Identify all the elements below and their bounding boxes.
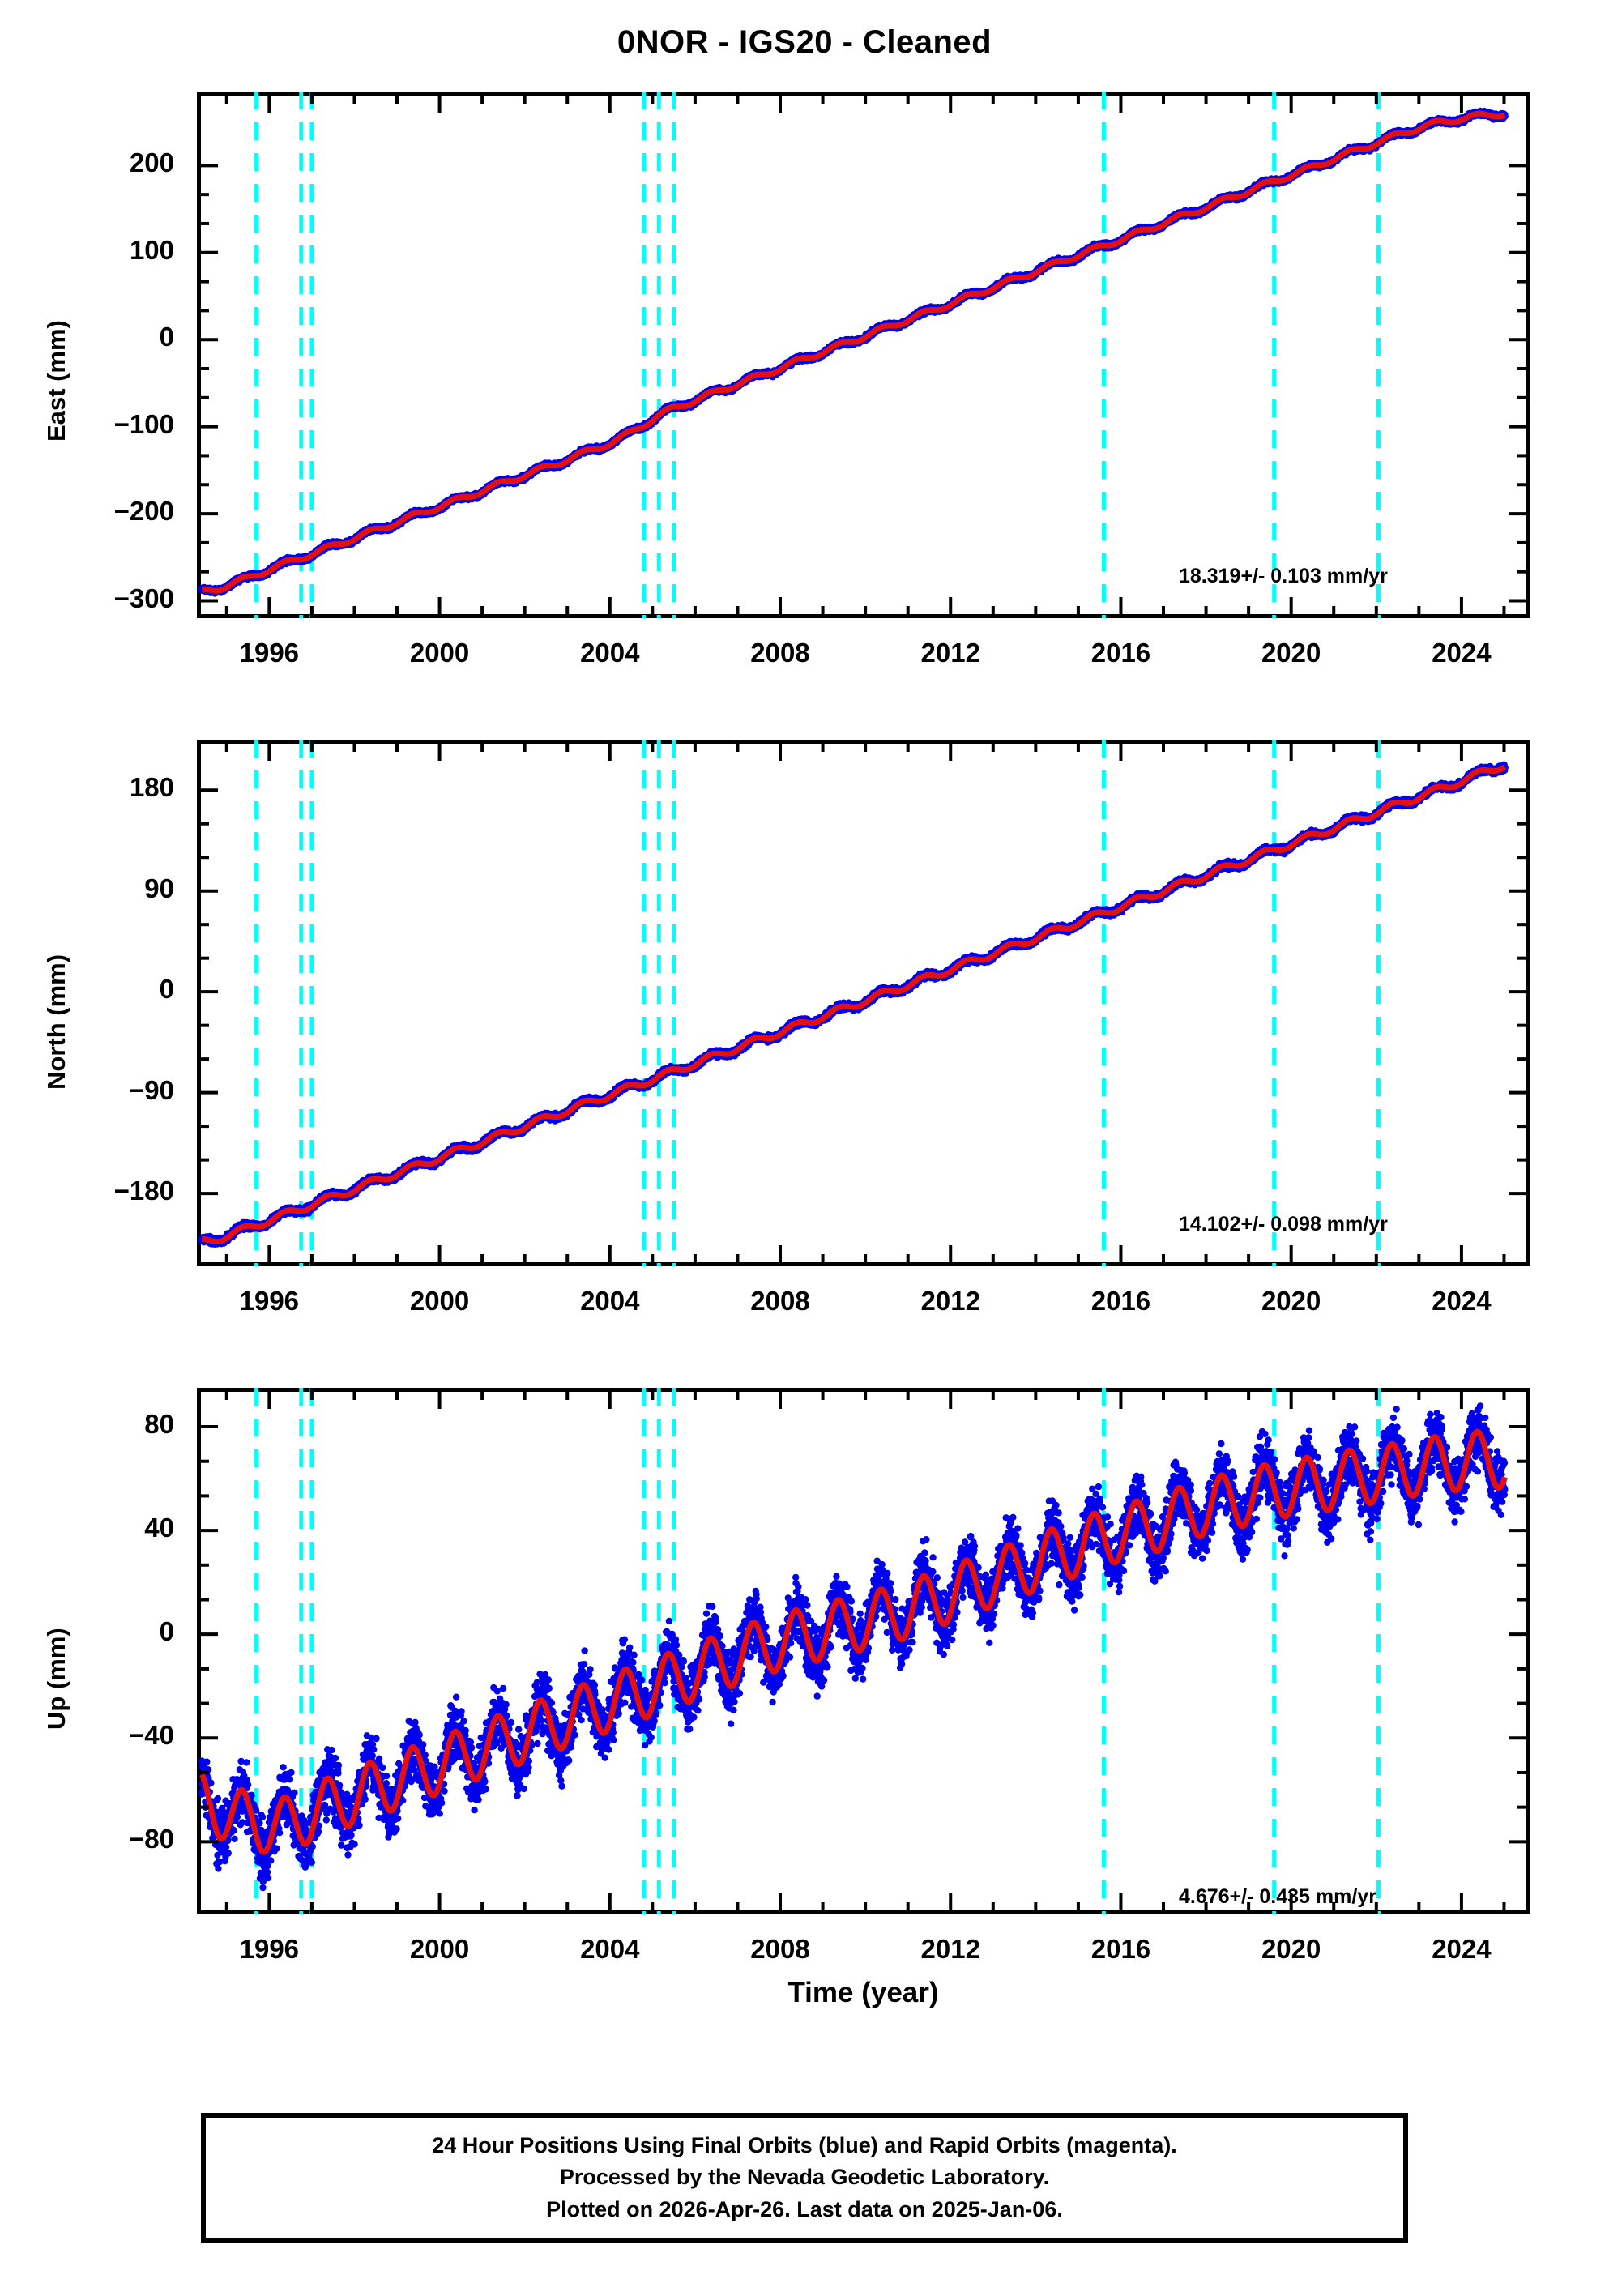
axis-ticks (197, 740, 1530, 1266)
x-tick-label: 2020 (1227, 638, 1356, 668)
panel-east-canvas (197, 92, 1530, 618)
panel-north (197, 740, 1530, 1266)
x-tick-label: 2024 (1397, 1286, 1526, 1317)
x-tick-label: 2016 (1056, 638, 1185, 668)
panel-up-canvas (197, 1388, 1530, 1914)
x-tick-label: 2024 (1397, 1934, 1526, 1965)
x-tick-label: 2016 (1056, 1934, 1185, 1965)
y-tick-label: 0 (20, 322, 174, 352)
x-tick-label: 2008 (715, 638, 845, 668)
x-tick-label: 2000 (375, 638, 505, 668)
axis-ticks (197, 1388, 1530, 1914)
footer-line-2: Processed by the Nevada Geodetic Laborat… (560, 2162, 1049, 2193)
x-tick-label: 2016 (1056, 1286, 1185, 1317)
x-tick-label: 2000 (375, 1934, 505, 1965)
panel-east-rate-annotation: 18.319+/- 0.103 mm/yr (1179, 565, 1388, 588)
y-tick-label: 0 (20, 974, 174, 1005)
panel-north-rate-annotation: 14.102+/- 0.098 mm/yr (1179, 1213, 1388, 1236)
x-tick-label: 1996 (204, 638, 334, 668)
x-tick-label: 1996 (204, 1934, 334, 1965)
x-tick-label: 2012 (886, 638, 1015, 668)
y-tick-label: 40 (20, 1513, 174, 1543)
y-tick-label: −80 (20, 1824, 174, 1854)
x-tick-label: 1996 (204, 1286, 334, 1317)
panel-east-plot (197, 92, 1530, 618)
x-tick-label: 2012 (886, 1286, 1015, 1317)
x-tick-label: 2020 (1227, 1934, 1356, 1965)
y-tick-label: 0 (20, 1616, 174, 1647)
panel-north-canvas (197, 740, 1530, 1266)
x-tick-label: 2020 (1227, 1286, 1356, 1317)
panel-up-rate-annotation: 4.676+/- 0.435 mm/yr (1179, 1885, 1376, 1909)
x-tick-label: 2012 (886, 1934, 1015, 1965)
x-tick-label: 2004 (545, 1286, 675, 1317)
x-tick-label: 2008 (715, 1934, 845, 1965)
x-axis-label: Time (year) (197, 1977, 1530, 2009)
y-tick-label: −200 (20, 496, 174, 527)
panel-east (197, 92, 1530, 618)
x-tick-label: 2000 (375, 1286, 505, 1317)
panel-east-frame (197, 92, 1530, 618)
x-tick-label: 2024 (1397, 638, 1526, 668)
x-tick-label: 2004 (545, 1934, 675, 1965)
y-tick-label: 200 (20, 147, 174, 178)
y-tick-label: −180 (20, 1176, 174, 1206)
footer-line-1: 24 Hour Positions Using Final Orbits (bl… (432, 2130, 1177, 2162)
panel-north-plot (197, 740, 1530, 1266)
y-tick-label: 180 (20, 772, 174, 803)
x-tick-label: 2004 (545, 638, 675, 668)
model-fit-line (199, 110, 1508, 594)
footer-caption-box: 24 Hour Positions Using Final Orbits (bl… (201, 2113, 1408, 2243)
y-tick-label: −300 (20, 583, 174, 614)
y-tick-label: −40 (20, 1720, 174, 1751)
axis-ticks (197, 92, 1530, 618)
y-tick-label: 100 (20, 235, 174, 266)
x-tick-label: 2008 (715, 1286, 845, 1317)
panel-up (197, 1388, 1530, 1914)
y-tick-label: 80 (20, 1409, 174, 1440)
figure-title: 0NOR - IGS20 - Cleaned (0, 24, 1609, 61)
y-tick-label: 90 (20, 873, 174, 904)
panel-up-plot (197, 1388, 1530, 1914)
model-fit-line (199, 1428, 1508, 1855)
y-tick-label: −100 (20, 409, 174, 440)
footer-line-3: Plotted on 2026-Apr-26. Last data on 202… (546, 2194, 1063, 2226)
model-fit-line (199, 764, 1508, 1245)
y-tick-label: −90 (20, 1075, 174, 1106)
